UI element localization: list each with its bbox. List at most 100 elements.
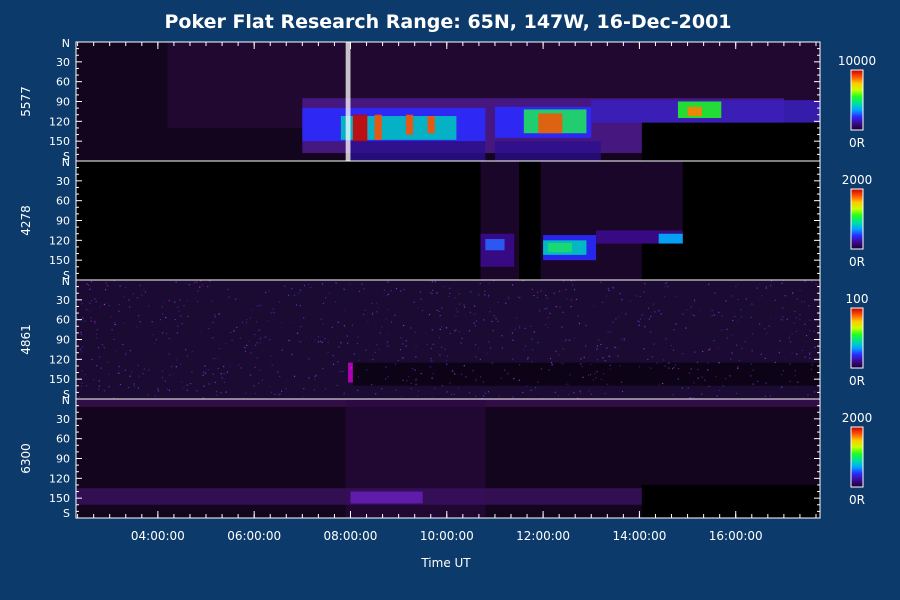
noise-speck (431, 292, 433, 295)
heatmap-region (405, 114, 414, 135)
noise-speck (453, 393, 455, 396)
noise-speck (113, 321, 116, 324)
colorbar-max-label: 10000 (838, 54, 876, 68)
noise-speck (191, 371, 193, 373)
noise-speck (268, 290, 270, 292)
noise-speck (103, 347, 105, 349)
colorbar (850, 188, 864, 250)
noise-speck (432, 372, 434, 375)
noise-speck (562, 280, 565, 283)
noise-speck (279, 375, 281, 378)
noise-speck (143, 368, 145, 370)
noise-speck (390, 321, 393, 323)
noise-speck (376, 302, 378, 304)
noise-speck (675, 323, 677, 325)
noise-speck (254, 333, 256, 336)
noise-speck (692, 397, 694, 399)
noise-speck (519, 326, 521, 328)
noise-speck (91, 358, 93, 361)
noise-speck (757, 380, 759, 383)
noise-speck (677, 367, 680, 370)
noise-speck (523, 349, 525, 351)
noise-speck (779, 318, 782, 320)
noise-speck (623, 340, 625, 342)
noise-speck (181, 381, 183, 383)
noise-speck (79, 348, 81, 350)
noise-speck (371, 313, 374, 315)
noise-speck (764, 357, 766, 359)
noise-speck (515, 317, 518, 319)
noise-speck (260, 304, 262, 306)
colorbar-min-label: 0R (849, 136, 865, 150)
noise-speck (623, 338, 625, 340)
noise-speck (95, 337, 98, 339)
noise-speck (214, 357, 217, 359)
noise-speck (364, 309, 366, 311)
y-tick-label: 120 (49, 115, 70, 128)
x-tick-label: 04:00:00 (131, 529, 185, 543)
noise-speck (387, 281, 389, 283)
noise-speck (325, 297, 327, 299)
noise-speck (236, 326, 238, 329)
noise-speck (549, 312, 551, 314)
noise-speck (619, 365, 621, 367)
noise-speck (387, 309, 389, 311)
noise-speck (673, 366, 675, 369)
y-tick-label: S (63, 388, 70, 401)
noise-speck (137, 364, 139, 367)
noise-speck (813, 391, 816, 393)
noise-speck (214, 381, 217, 384)
noise-speck (531, 338, 533, 340)
noise-speck (367, 321, 369, 323)
noise-speck (250, 352, 252, 354)
noise-speck (491, 362, 494, 364)
y-tick-label: N (62, 156, 70, 169)
noise-speck (113, 338, 115, 340)
noise-speck (207, 285, 209, 288)
noise-speck (167, 388, 169, 390)
heatmap-region (76, 161, 820, 280)
noise-speck (264, 336, 266, 338)
noise-speck (518, 379, 521, 381)
noise-speck (343, 393, 345, 396)
noise-speck (186, 389, 188, 391)
noise-speck (564, 340, 566, 342)
noise-speck (212, 337, 214, 339)
noise-speck (337, 361, 339, 363)
noise-speck (288, 294, 290, 296)
noise-speck (175, 281, 177, 283)
noise-speck (274, 393, 276, 396)
noise-speck (664, 365, 666, 367)
noise-speck (446, 363, 448, 365)
heatmap-region (641, 122, 820, 161)
noise-speck (125, 286, 127, 289)
noise-speck (97, 347, 100, 349)
noise-speck (272, 311, 274, 313)
noise-speck (562, 311, 564, 313)
noise-speck (443, 286, 445, 288)
noise-speck (580, 363, 582, 365)
noise-speck (199, 331, 201, 333)
noise-speck (449, 332, 451, 335)
x-tick-label: 16:00:00 (709, 529, 763, 543)
noise-speck (197, 290, 199, 292)
noise-speck (718, 311, 720, 314)
y-tick-label: 30 (56, 294, 70, 307)
noise-speck (229, 366, 232, 368)
noise-speck (414, 369, 416, 371)
noise-speck (639, 295, 641, 298)
noise-speck (507, 373, 509, 375)
noise-speck (162, 332, 164, 334)
noise-speck (752, 383, 754, 385)
noise-speck (199, 286, 201, 288)
noise-speck (98, 356, 101, 358)
noise-speck (609, 356, 611, 358)
noise-speck (450, 393, 453, 396)
noise-speck (475, 313, 477, 315)
noise-speck (623, 338, 626, 340)
noise-speck (136, 297, 138, 299)
noise-speck (718, 389, 720, 392)
noise-speck (644, 326, 646, 328)
noise-speck (353, 353, 355, 355)
x-tick-label: 06:00:00 (227, 529, 281, 543)
